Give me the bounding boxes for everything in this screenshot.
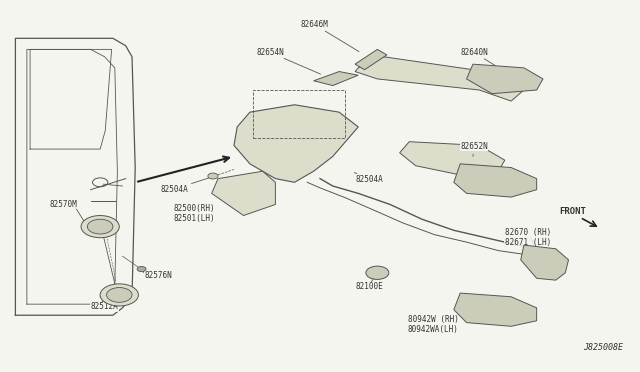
Text: 82670 (RH)
82671 (LH): 82670 (RH) 82671 (LH) — [505, 228, 551, 247]
Polygon shape — [521, 245, 568, 280]
Polygon shape — [467, 64, 543, 94]
Text: 82512A: 82512A — [91, 302, 118, 311]
Text: 82646M: 82646M — [301, 20, 359, 52]
Text: 82100E: 82100E — [355, 282, 383, 291]
Polygon shape — [454, 293, 537, 326]
Text: 82654N: 82654N — [256, 48, 321, 74]
Polygon shape — [355, 57, 524, 101]
Text: 82504A: 82504A — [161, 176, 216, 193]
Circle shape — [137, 266, 146, 272]
Text: 82500(RH)
82501(LH): 82500(RH) 82501(LH) — [173, 204, 215, 224]
Text: 82576N: 82576N — [145, 271, 173, 280]
Polygon shape — [399, 142, 505, 175]
Polygon shape — [454, 164, 537, 197]
Text: 82504A: 82504A — [355, 173, 383, 184]
Text: 80942W (RH)
80942WA(LH): 80942W (RH) 80942WA(LH) — [408, 315, 459, 334]
Circle shape — [366, 266, 389, 279]
Polygon shape — [212, 171, 275, 215]
Text: 82570M: 82570M — [49, 200, 77, 209]
Text: FRONT: FRONT — [559, 207, 586, 217]
Circle shape — [100, 284, 138, 306]
Circle shape — [208, 173, 218, 179]
Text: J825008E: J825008E — [582, 343, 623, 352]
Polygon shape — [314, 71, 358, 86]
Polygon shape — [355, 49, 387, 70]
Text: 82605H (RH)
82606H (LH): 82605H (RH) 82606H (LH) — [467, 173, 517, 192]
Circle shape — [106, 288, 132, 302]
Circle shape — [81, 215, 119, 238]
Text: 82652N: 82652N — [460, 142, 488, 157]
Polygon shape — [234, 105, 358, 182]
Text: 82640N: 82640N — [460, 48, 502, 70]
Circle shape — [88, 219, 113, 234]
